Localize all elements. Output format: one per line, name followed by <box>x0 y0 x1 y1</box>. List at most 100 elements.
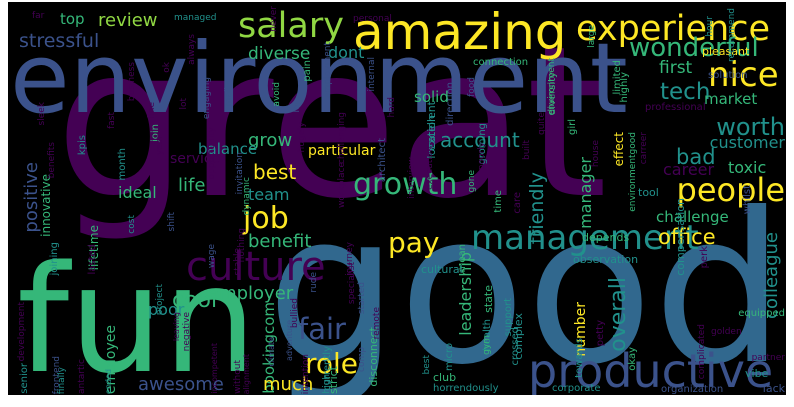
word: horrendously <box>433 383 499 394</box>
word: tech <box>660 79 711 105</box>
word: internal <box>367 57 377 92</box>
word: environmentgood <box>628 132 638 212</box>
word: lack <box>762 382 785 395</box>
word: awesome <box>138 374 224 395</box>
word: hugely <box>297 122 307 153</box>
word: solution <box>708 70 748 81</box>
word: growth <box>353 167 458 202</box>
word: grow <box>248 130 293 151</box>
word: ideal <box>118 183 157 202</box>
word: sleek <box>37 102 47 126</box>
word: cool <box>172 288 218 313</box>
word: rude <box>309 272 319 293</box>
word: golden <box>711 327 742 337</box>
word: pleasant <box>702 45 750 58</box>
word: hour <box>705 16 715 37</box>
word: okay <box>627 347 638 371</box>
word: employment <box>323 42 333 99</box>
word: manager <box>576 157 595 229</box>
word: employer <box>208 283 294 304</box>
word: quite <box>537 112 547 135</box>
word: professional <box>645 102 706 113</box>
word: kpis <box>77 135 88 156</box>
word: climate <box>267 337 276 367</box>
word: execution <box>425 146 435 190</box>
word: started <box>357 282 367 315</box>
word: time <box>493 190 504 213</box>
word: club <box>433 371 457 384</box>
word: worth <box>716 113 785 141</box>
word: managed <box>174 13 217 23</box>
word: diverse <box>248 44 311 64</box>
word: care <box>512 192 523 214</box>
word: management <box>471 218 699 258</box>
word: team <box>248 185 290 204</box>
word: gym <box>482 335 492 355</box>
word: good <box>266 169 785 395</box>
word: carreer <box>639 132 649 165</box>
word: complex <box>512 313 525 360</box>
word: salary <box>238 6 344 46</box>
word: solid <box>414 88 449 106</box>
word: people <box>676 171 785 209</box>
word: benefits <box>47 142 57 179</box>
word: life <box>178 175 206 196</box>
word: gone <box>467 170 477 193</box>
word: equipped <box>738 308 785 319</box>
word: cost <box>127 215 137 234</box>
word: incompetent <box>210 343 219 394</box>
word: corporate <box>552 383 601 394</box>
word: dynamic <box>242 177 252 216</box>
word: poorly <box>477 142 487 171</box>
word: whilst <box>742 185 753 215</box>
word: service <box>170 151 221 167</box>
word: depends <box>582 231 630 244</box>
word: vibe <box>745 367 769 380</box>
word: senior <box>19 363 30 394</box>
word: account <box>440 128 520 152</box>
word: lol <box>292 102 302 113</box>
word: strict <box>327 366 340 394</box>
word: interview <box>407 157 417 199</box>
word: always <box>187 34 197 65</box>
word: review <box>98 10 158 31</box>
word: ended <box>104 368 113 394</box>
word: lasted <box>87 244 98 275</box>
word: job <box>243 201 289 236</box>
word-cloud: great good environment fun amazing exper… <box>8 2 786 395</box>
word: connection <box>473 57 529 68</box>
word: much <box>263 374 314 395</box>
word: best <box>422 355 432 375</box>
word: hard <box>387 97 397 118</box>
word: poor <box>148 300 185 319</box>
word: great <box>55 2 608 245</box>
word: food <box>467 77 477 97</box>
word: negative <box>182 312 192 352</box>
word: girl <box>567 119 578 136</box>
word: leaving <box>172 312 181 342</box>
word: perk <box>699 246 710 269</box>
word: lot <box>179 98 189 110</box>
word: shift <box>167 212 177 232</box>
word: colleague <box>761 232 782 319</box>
word: comp <box>357 347 367 372</box>
word: journey <box>345 242 355 276</box>
word: month <box>117 148 128 181</box>
word: career <box>663 160 715 179</box>
word: nice <box>708 55 779 95</box>
word: house <box>591 140 601 168</box>
word: complicated <box>697 324 707 380</box>
word: intention <box>301 353 311 394</box>
word: dont <box>328 43 365 62</box>
word: project <box>155 284 165 316</box>
word: remote <box>372 307 382 340</box>
word: culture <box>186 244 326 290</box>
word: mail <box>224 87 234 107</box>
word: nothing <box>237 228 247 263</box>
word: productive <box>528 344 774 395</box>
word: micro <box>444 343 455 372</box>
word: stressful <box>19 30 100 52</box>
word: market <box>704 90 758 108</box>
word: recommend <box>727 8 737 62</box>
word: opportunity <box>207 127 217 180</box>
